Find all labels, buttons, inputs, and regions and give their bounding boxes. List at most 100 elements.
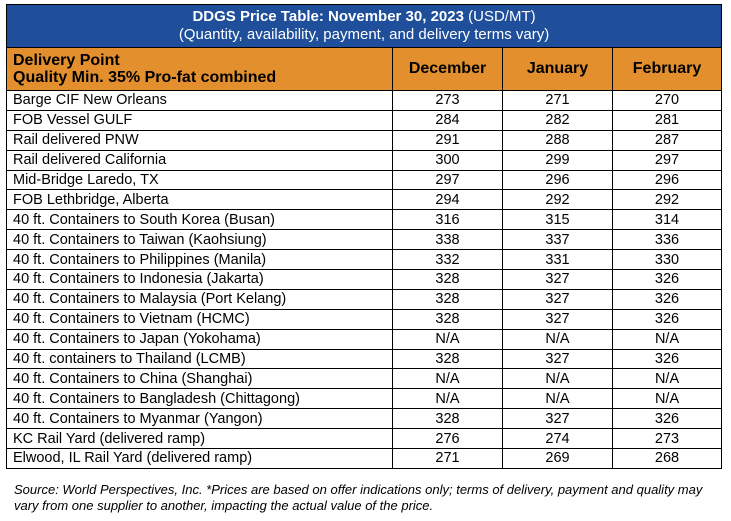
- price-cell-january: 269: [502, 448, 613, 469]
- table-row: 40 ft. Containers to China (Shanghai) N/A…: [6, 368, 723, 390]
- table-row: Rail delivered PNW 291 288 287: [6, 129, 723, 151]
- delivery-point-cell: 40 ft. Containers to Philippines (Manila…: [6, 249, 393, 271]
- price-cell-december: 276: [392, 428, 503, 450]
- price-cell-december: N/A: [392, 328, 503, 350]
- table-row: Elwood, IL Rail Yard (delivered ramp) 271…: [6, 448, 723, 469]
- header-month-january: January: [502, 47, 613, 91]
- price-cell-february: 292: [611, 189, 723, 211]
- table-row: Mid-Bridge Laredo, TX 297 296 296: [6, 169, 723, 191]
- price-cell-january: 292: [502, 189, 613, 211]
- price-cell-january: N/A: [502, 388, 613, 410]
- price-cell-february: 336: [611, 229, 723, 251]
- delivery-point-cell: 40 ft. Containers to Vietnam (HCMC): [6, 308, 393, 330]
- delivery-point-cell: 40 ft. Containers to Taiwan (Kaohsiung): [6, 229, 393, 251]
- price-cell-february: N/A: [611, 388, 723, 410]
- price-cell-february: 326: [611, 308, 723, 330]
- price-cell-january: N/A: [502, 368, 613, 390]
- price-cell-january: N/A: [502, 328, 613, 350]
- price-cell-january: 282: [502, 109, 613, 131]
- table-row: 40 ft. containers to Thailand (LCMB) 328 3…: [6, 348, 723, 370]
- delivery-point-cell: KC Rail Yard (delivered ramp): [6, 428, 393, 450]
- price-cell-february: 326: [611, 348, 723, 370]
- delivery-point-cell: 40 ft. Containers to South Korea (Busan): [6, 209, 393, 231]
- price-cell-december: 338: [392, 229, 503, 251]
- table-row: Barge CIF New Orleans 273 271 270: [6, 90, 723, 111]
- header-month-february: February: [611, 47, 723, 91]
- price-cell-december: 316: [392, 209, 503, 231]
- delivery-point-cell: 40 ft. containers to Thailand (LCMB): [6, 348, 393, 370]
- price-cell-february: N/A: [611, 328, 723, 350]
- price-cell-january: 271: [502, 90, 613, 111]
- price-cell-december: 273: [392, 90, 503, 111]
- price-cell-january: 327: [502, 408, 613, 430]
- delivery-point-cell: Barge CIF New Orleans: [6, 90, 393, 111]
- price-cell-january: 315: [502, 209, 613, 231]
- table-row: 40 ft. Containers to Bangladesh (Chittag…: [6, 388, 723, 410]
- table-row: Rail delivered California 300 299 297: [6, 149, 723, 171]
- table-row: 40 ft. Containers to Philippines (Manila…: [6, 249, 723, 271]
- price-cell-february: 326: [611, 269, 723, 290]
- delivery-point-cell: FOB Lethbridge, Alberta: [6, 189, 393, 211]
- price-cell-february: 326: [611, 288, 723, 310]
- table-row: 40 ft. Containers to Indonesia (Jakarta)…: [6, 269, 723, 290]
- price-table-container: DDGS Price Table: November 30, 2023 (USD…: [5, 4, 723, 469]
- price-cell-february: 273: [611, 428, 723, 450]
- table-row: 40 ft. Containers to Malaysia (Port Kela…: [6, 288, 723, 310]
- price-cell-december: 297: [392, 169, 503, 191]
- price-cell-february: 281: [611, 109, 723, 131]
- table-header-row: Delivery Point Quality Min. 35% Pro-fat …: [6, 47, 723, 91]
- price-cell-january: 327: [502, 348, 613, 370]
- price-cell-december: 328: [392, 269, 503, 290]
- price-cell-february: 314: [611, 209, 723, 231]
- price-cell-december: N/A: [392, 368, 503, 390]
- delivery-point-cell: 40 ft. Containers to Japan (Yokohama): [6, 328, 393, 350]
- price-cell-january: 331: [502, 249, 613, 271]
- price-cell-december: N/A: [392, 388, 503, 410]
- price-cell-december: 328: [392, 348, 503, 370]
- price-cell-february: 270: [611, 90, 723, 111]
- price-cell-february: 287: [611, 129, 723, 151]
- price-cell-december: 284: [392, 109, 503, 131]
- header-month-december: December: [392, 47, 503, 91]
- delivery-point-cell: FOB Vessel GULF: [6, 109, 393, 131]
- table-row: 40 ft. Containers to Japan (Yokohama) N/A…: [6, 328, 723, 350]
- header-delivery-point-label: Delivery Point: [13, 52, 120, 69]
- price-cell-december: 294: [392, 189, 503, 211]
- table-title: DDGS Price Table: November 30, 2023 (USD…: [7, 8, 721, 26]
- price-cell-february: 326: [611, 408, 723, 430]
- price-cell-january: 288: [502, 129, 613, 151]
- table-row: 40 ft. Containers to South Korea (Busan)…: [6, 209, 723, 231]
- price-cell-december: 328: [392, 308, 503, 330]
- price-cell-february: 330: [611, 249, 723, 271]
- price-cell-december: 300: [392, 149, 503, 171]
- table-row: FOB Lethbridge, Alberta 294 292 292: [6, 189, 723, 211]
- delivery-point-cell: 40 ft. Containers to Malaysia (Port Kela…: [6, 288, 393, 310]
- price-cell-january: 274: [502, 428, 613, 450]
- table-subtitle: (Quantity, availability, payment, and de…: [178, 26, 550, 43]
- table-row: FOB Vessel GULF 284 282 281: [6, 109, 723, 131]
- table-title-unit: (USD/MT): [463, 8, 536, 25]
- price-cell-january: 327: [502, 308, 613, 330]
- header-quality-label: Quality Min. 35% Pro-fat combined: [13, 69, 277, 86]
- price-cell-december: 328: [392, 288, 503, 310]
- price-cell-december: 291: [392, 129, 503, 151]
- price-cell-january: 299: [502, 149, 613, 171]
- ddgs-price-table: DDGS Price Table: November 30, 2023 (USD…: [5, 4, 723, 469]
- price-cell-february: 296: [611, 169, 723, 191]
- table-title-main: DDGS Price Table: November 30, 2023: [192, 8, 464, 25]
- table-row: 40 ft. Containers to Taiwan (Kaohsiung) 3…: [6, 229, 723, 251]
- delivery-point-cell: 40 ft. Containers to Myanmar (Yangon): [6, 408, 393, 430]
- source-note: Source: World Perspectives, Inc. *Prices…: [14, 482, 703, 513]
- table-title-cell: DDGS Price Table: November 30, 2023 (USD…: [5, 4, 723, 48]
- price-cell-february: 268: [611, 448, 723, 469]
- table-row: KC Rail Yard (delivered ramp) 276 274 273: [6, 428, 723, 450]
- delivery-point-cell: 40 ft. Containers to Indonesia (Jakarta): [6, 269, 393, 290]
- price-cell-december: 332: [392, 249, 503, 271]
- table-row: 40 ft. Containers to Myanmar (Yangon) 328…: [6, 408, 723, 430]
- delivery-point-cell: Rail delivered PNW: [6, 129, 393, 151]
- delivery-point-cell: 40 ft. Containers to China (Shanghai): [6, 368, 393, 390]
- table-title-row: DDGS Price Table: November 30, 2023 (USD…: [5, 4, 723, 48]
- price-cell-january: 327: [502, 288, 613, 310]
- delivery-point-cell: Elwood, IL Rail Yard (delivered ramp): [6, 448, 393, 469]
- table-row: 40 ft. Containers to Vietnam (HCMC) 328 32…: [6, 308, 723, 330]
